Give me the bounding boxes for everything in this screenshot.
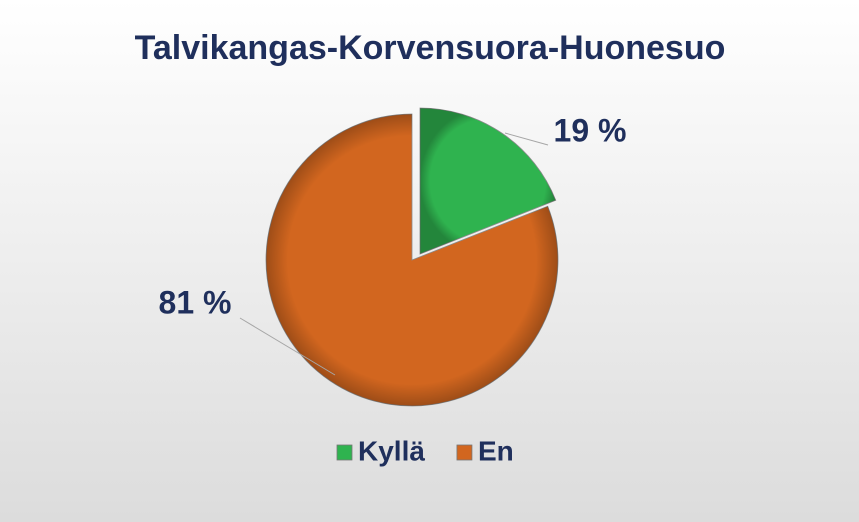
legend-marker	[456, 444, 473, 461]
chart-title: Talvikangas-Korvensuora-Huonesuo	[135, 29, 726, 67]
data-label: 19 %	[554, 112, 627, 148]
legend-label: Kyllä	[358, 435, 425, 466]
leader-line	[239, 317, 336, 376]
legend-label: En	[478, 435, 514, 466]
legend-marker	[336, 444, 353, 461]
data-label: 81 %	[159, 284, 232, 320]
